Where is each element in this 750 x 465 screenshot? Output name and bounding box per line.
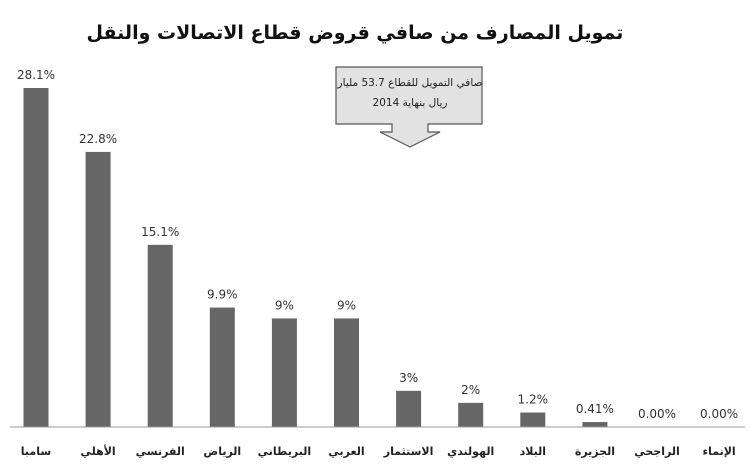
callout-annotation: صافي التمويل للقطاع 53.7 مليار ريال بنها… [335,66,483,148]
bar-2 [85,151,111,427]
callout-text-line2: ريال بنهاية 2014 [373,97,448,109]
value-labels-group: 28.1% 22.8% 15.1% 9.9% 9% 9% 3% 2% 1.2% 0.41% 0.00… [17,68,738,421]
value-label-9: 1.2% [518,393,549,407]
bar-8 [458,402,484,427]
bar-1 [23,88,49,427]
category-label-6: العربي [328,445,364,458]
category-label-1: سامبا [21,445,51,458]
value-label-11: 0.00% [638,407,676,421]
category-label-3: الفرنسي [136,445,185,458]
bar-9 [520,412,546,427]
callout-text-line1: صافي التمويل للقطاع 53.7 مليار [337,77,483,89]
value-label-1: 28.1% [17,68,55,82]
value-label-6: 9% [337,298,356,312]
bar-6 [334,318,359,427]
value-label-4: 9.9% [207,288,238,302]
category-label-11: الراجحي [634,445,680,458]
bar-3 [147,244,173,427]
bar-7 [396,390,422,427]
value-label-3: 15.1% [141,225,179,239]
bar-5 [271,318,297,427]
bar-4 [209,307,235,427]
category-label-5: البريطاني [258,445,311,458]
category-label-12: الإنماء [702,445,735,458]
value-label-12: 0.00% [700,407,738,421]
value-label-5: 9% [275,298,294,312]
category-label-7: الاستثمار [383,445,434,458]
callout-arrow-shape [335,66,483,148]
category-label-8: الهولندي [447,445,494,458]
category-label-2: الأهلي [80,444,115,458]
value-label-8: 2% [461,383,480,397]
value-label-10: 0.41% [576,402,614,416]
category-label-10: الجزيرة [575,445,615,458]
bar-10 [582,422,608,427]
value-label-2: 22.8% [79,132,117,146]
bars-group [23,88,608,427]
category-label-9: البلاد [520,445,546,458]
category-label-4: الرياض [203,445,241,458]
category-labels-group: سامبا الأهلي الفرنسي الرياض البريطاني العربي ا… [21,444,736,458]
value-label-7: 3% [399,371,418,385]
chart-title: تمويل المصارف من صافي قروض قطاع الاتصالا… [87,22,624,44]
